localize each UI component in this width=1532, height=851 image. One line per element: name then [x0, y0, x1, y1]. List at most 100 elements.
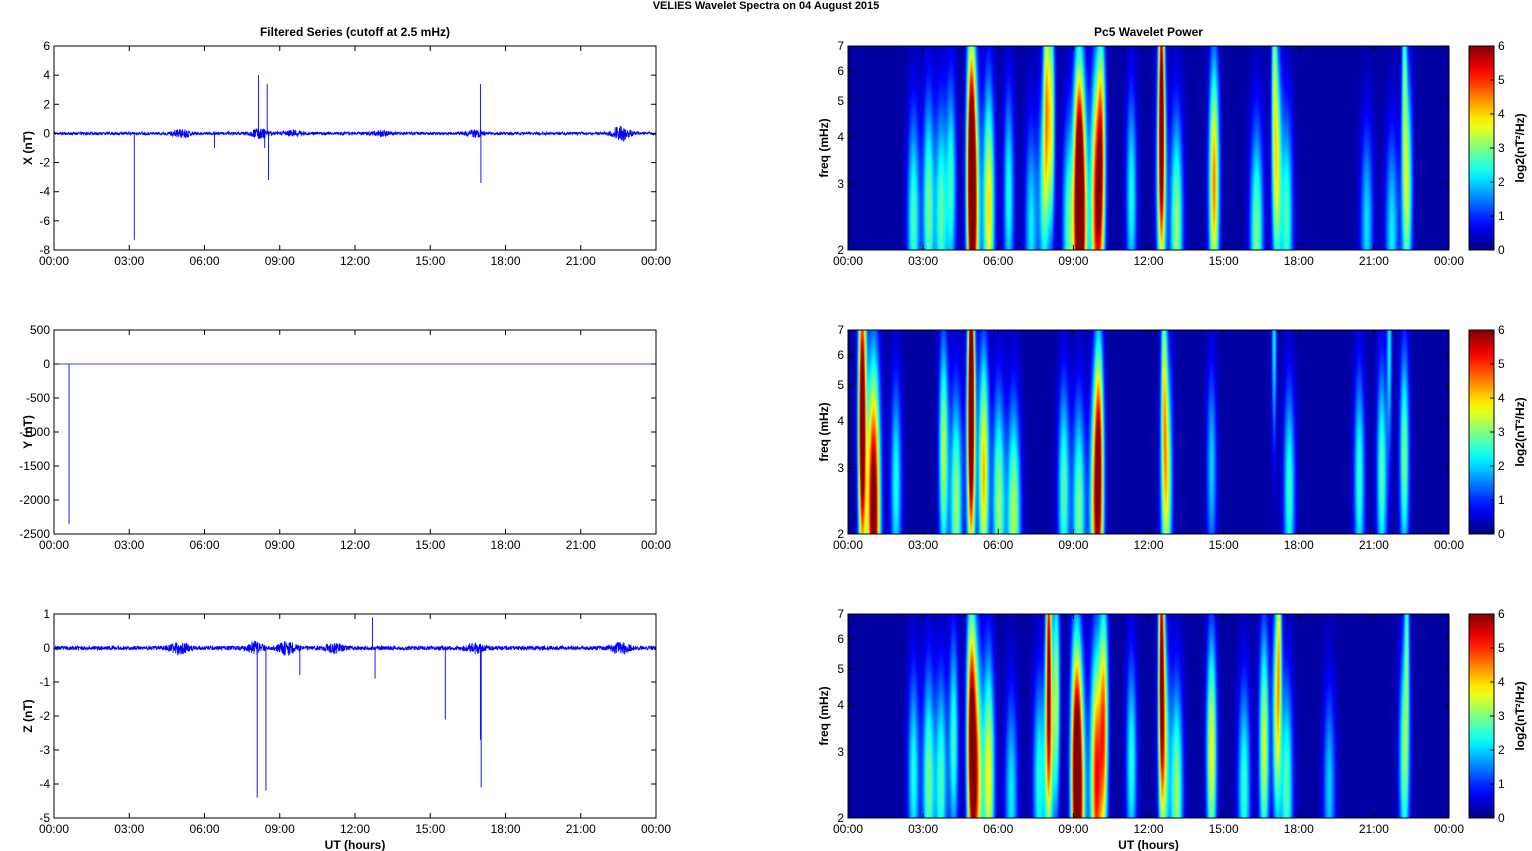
- y-series-ylabel: Y (nT): [21, 415, 35, 449]
- y-wavelet-xtick-label: 18:00: [1284, 538, 1314, 552]
- z-series-xtick-label: 03:00: [114, 822, 144, 836]
- x-wavelet-xtick-label: 00:00: [1434, 254, 1464, 268]
- z-series-xtick-label: 06:00: [189, 822, 219, 836]
- x-series-xtick-label: 03:00: [114, 254, 144, 268]
- z-series-ytick-label: -5: [39, 811, 50, 825]
- y-series-frame: [53, 329, 657, 535]
- x-series-xtick-label: 18:00: [490, 254, 520, 268]
- x-wavelet-xtick-label: 09:00: [1058, 254, 1088, 268]
- x-wavelet-ytick-label: 4: [837, 130, 844, 144]
- y-wavelet-ytick-label: 4: [837, 414, 844, 428]
- x-wavelet-ytick-label: 5: [837, 94, 844, 108]
- z-wavelet-power-image: [848, 614, 1449, 818]
- z-wavelet-colorbar-tick-label: 6: [1498, 607, 1505, 621]
- y-series-ytick-label: 0: [43, 357, 50, 371]
- x-wavelet-ylabel: freq (mHz): [817, 118, 831, 177]
- y-wavelet-ytick-label: 6: [837, 348, 844, 362]
- y-wavelet-colorbar-tick-label: 3: [1498, 425, 1505, 439]
- z-wavelet-ytick-label: 3: [837, 745, 844, 759]
- y-series-ytick-label: -1500: [19, 459, 50, 473]
- z-series-xlabel: UT (hours): [325, 838, 386, 851]
- x-wavelet-xtick-label: 18:00: [1284, 254, 1314, 268]
- z-wavelet-colorbar-tick-label: 3: [1498, 709, 1505, 723]
- x-wavelet-colorbar: [1468, 45, 1495, 251]
- y-series-ytick-label: -2500: [19, 527, 50, 541]
- x-series-xtick-label: 21:00: [566, 254, 596, 268]
- z-wavelet-xtick-label: 12:00: [1133, 822, 1163, 836]
- z-series-xtick-label: 15:00: [415, 822, 445, 836]
- z-series-ytick-label: -1: [39, 675, 50, 689]
- y-series-ytick-label: -2000: [19, 493, 50, 507]
- x-series-xtick-label: 00:00: [641, 254, 671, 268]
- x-wavelet-xtick-label: 21:00: [1359, 254, 1389, 268]
- x-wavelet-ytick-label: 6: [837, 64, 844, 78]
- z-wavelet: 00:00 03:00 06:00 09:00 12:00 15:00 18:00 21:00…: [817, 607, 1527, 851]
- z-wavelet-ytick-label: 4: [837, 698, 844, 712]
- y-wavelet-ytick-label: 7: [837, 323, 844, 337]
- y-series-xtick-label: 00:00: [641, 538, 671, 552]
- x-series-title: Filtered Series (cutoff at 2.5 mHz): [260, 25, 450, 39]
- y-wavelet-ytick-label: 2: [837, 527, 844, 541]
- x-wavelet-colorbar-tick-label: 5: [1498, 73, 1505, 87]
- z-wavelet-ytick-label: 2: [837, 811, 844, 825]
- z-wavelet-xtick-label: 18:00: [1284, 822, 1314, 836]
- z-wavelet-colorbar-tick-label: 1: [1498, 777, 1505, 791]
- x-series-ytick-label: -2: [39, 156, 50, 170]
- z-series-ytick-label: 1: [43, 607, 50, 621]
- y-wavelet-xtick-label: 21:00: [1359, 538, 1389, 552]
- x-wavelet-colorbar-tick-label: 3: [1498, 141, 1505, 155]
- x-series-xtick-label: 12:00: [340, 254, 370, 268]
- y-wavelet-xtick-label: 00:00: [1434, 538, 1464, 552]
- z-series-ytick-label: -2: [39, 709, 50, 723]
- y-series-xtick-label: 00:00: [39, 538, 69, 552]
- x-series-xtick-label: 06:00: [189, 254, 219, 268]
- x-wavelet-xtick-label: 06:00: [983, 254, 1013, 268]
- z-wavelet-colorbar-tick-label: 4: [1498, 675, 1505, 689]
- y-wavelet-colorbar-tick-label: 1: [1498, 493, 1505, 507]
- y-wavelet-xtick-label: 15:00: [1209, 538, 1239, 552]
- y-series-xtick-label: 15:00: [415, 538, 445, 552]
- z-series-xtick-label: 18:00: [490, 822, 520, 836]
- z-wavelet-ytick-label: 5: [837, 662, 844, 676]
- y-series-ytick-label: 500: [30, 323, 50, 337]
- y-wavelet-colorbar-tick-label: 6: [1498, 323, 1505, 337]
- z-wavelet-ytick-label: 7: [837, 607, 844, 621]
- y-wavelet-xtick-label: 03:00: [908, 538, 938, 552]
- y-wavelet-power-image: [848, 330, 1449, 534]
- y-wavelet-xtick-label: 09:00: [1058, 538, 1088, 552]
- y-series-xtick-label: 21:00: [566, 538, 596, 552]
- z-wavelet-xtick-label: 21:00: [1359, 822, 1389, 836]
- z-wavelet-colorbar-label: log2(nT²/Hz): [1513, 681, 1527, 750]
- z-series-ytick-label: -4: [39, 777, 50, 791]
- z-series-ytick-label: -3: [39, 743, 50, 757]
- y-series: 00:00 03:00 06:00 09:00 12:00 15:00 18:00 21:00…: [19, 323, 671, 552]
- x-wavelet-xtick-label: 15:00: [1209, 254, 1239, 268]
- z-series-ytick-label: 0: [43, 641, 50, 655]
- x-wavelet-xtick-label: 00:00: [833, 254, 863, 268]
- y-wavelet-colorbar-tick-label: 5: [1498, 357, 1505, 371]
- z-wavelet-colorbar-tick-label: 0: [1498, 811, 1505, 825]
- y-wavelet-xtick-label: 00:00: [833, 538, 863, 552]
- x-series-ytick-label: -8: [39, 243, 50, 257]
- x-wavelet-ytick-label: 2: [837, 243, 844, 257]
- y-wavelet-xtick-label: 12:00: [1133, 538, 1163, 552]
- y-wavelet-xtick-label: 06:00: [983, 538, 1013, 552]
- x-wavelet-title: Pc5 Wavelet Power: [1094, 25, 1203, 39]
- z-series-xtick-label: 21:00: [566, 822, 596, 836]
- x-wavelet-colorbar-tick-label: 4: [1498, 107, 1505, 121]
- y-wavelet-colorbar-tick-label: 4: [1498, 391, 1505, 405]
- x-wavelet-ytick-label: 3: [837, 177, 844, 191]
- z-series-trace: [53, 640, 657, 656]
- x-series-ytick-label: 2: [43, 97, 50, 111]
- y-wavelet-ylabel: freq (mHz): [817, 402, 831, 461]
- x-wavelet-ytick-label: 7: [837, 39, 844, 53]
- x-series-ytick-label: -4: [39, 185, 50, 199]
- x-series-ytick-label: 6: [43, 39, 50, 53]
- x-wavelet-xtick-label: 12:00: [1133, 254, 1163, 268]
- x-wavelet-colorbar-label: log2(nT²/Hz): [1513, 113, 1527, 182]
- z-wavelet-ytick-label: 6: [837, 632, 844, 646]
- x-wavelet-colorbar-tick-label: 6: [1498, 39, 1505, 53]
- z-wavelet-xtick-label: 09:00: [1058, 822, 1088, 836]
- y-series-xtick-label: 03:00: [114, 538, 144, 552]
- z-series-xtick-label: 00:00: [39, 822, 69, 836]
